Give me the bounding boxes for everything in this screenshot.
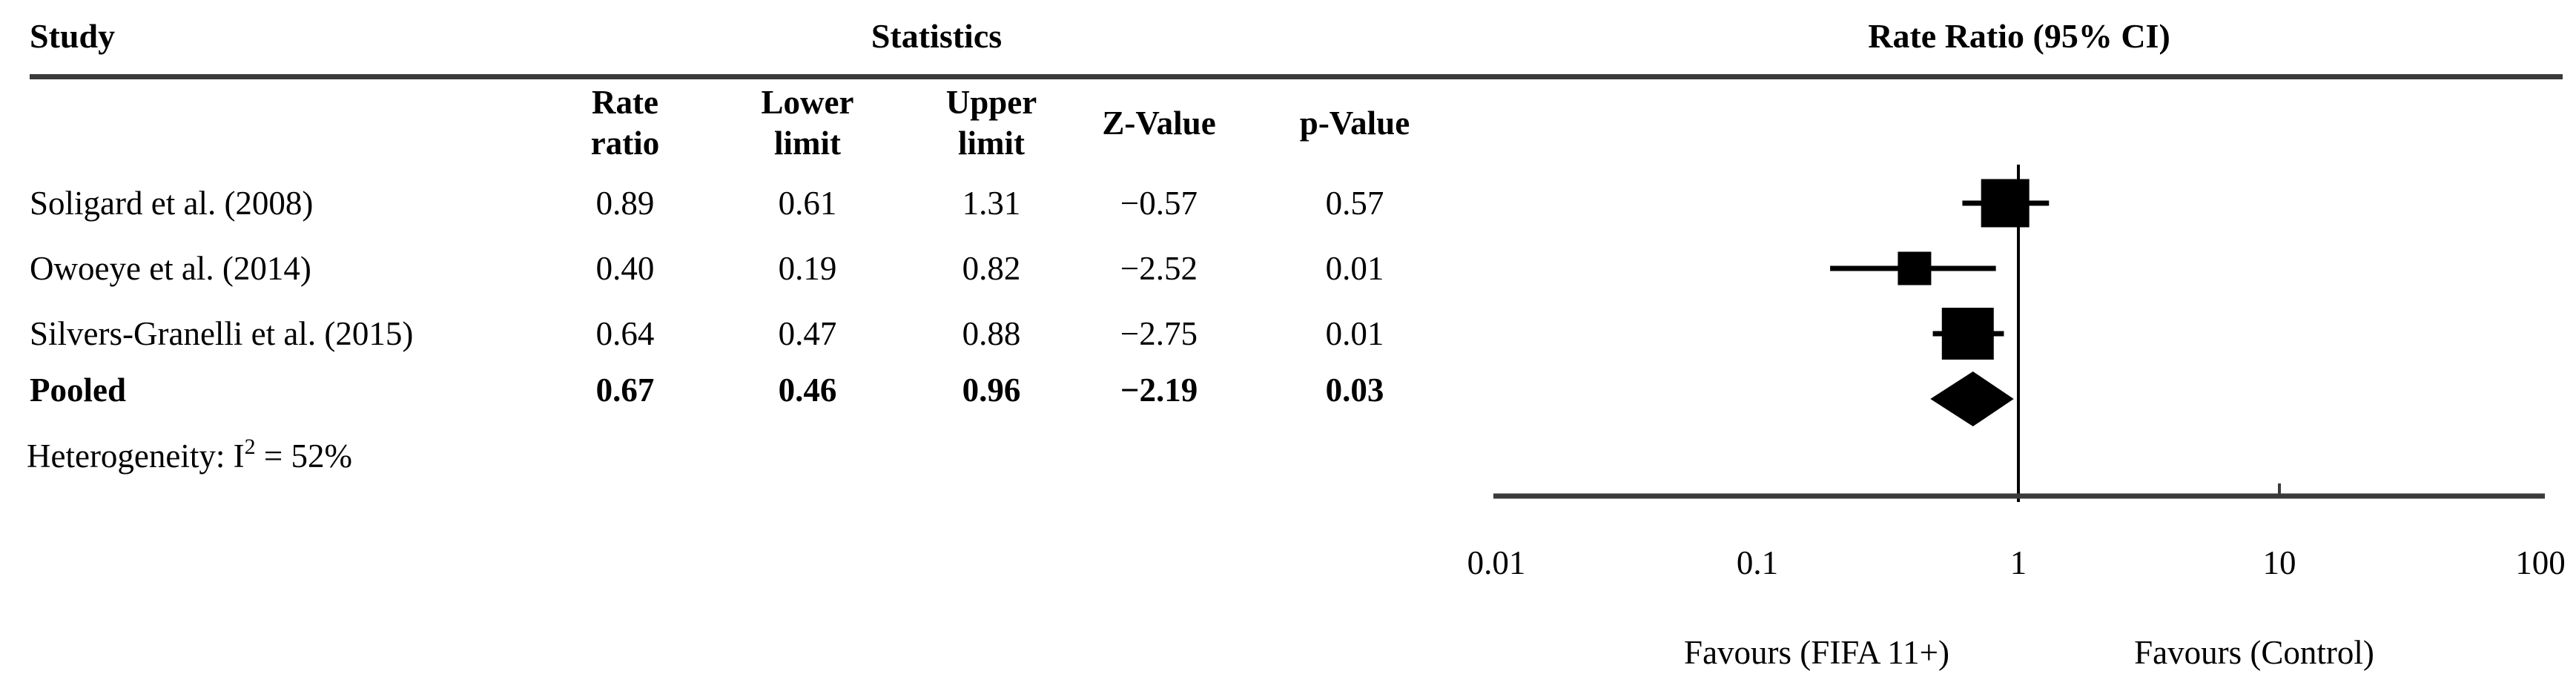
study-label: Soligard et al. (2008)	[30, 185, 314, 222]
heterogeneity-text: Heterogeneity: I	[27, 437, 245, 475]
x-axis-line	[1493, 493, 2545, 499]
column-header-upper: Upper limit	[895, 80, 1088, 166]
pooled-diamond	[1930, 371, 2014, 426]
cell-z: −2.19	[1120, 371, 1198, 409]
cell-p: 0.57	[1325, 185, 1384, 222]
column-header-line2: ratio	[590, 125, 660, 162]
cell-rate_ratio: 0.67	[595, 371, 655, 409]
axis-tick-label-0.1: 0.1	[1736, 544, 1779, 581]
header-divider-rule	[30, 74, 2563, 79]
plot-title: Rate Ratio (95% CI)	[1868, 17, 2170, 55]
cell-rate_ratio: 0.64	[595, 315, 655, 352]
cell-p: 0.03	[1325, 371, 1384, 409]
cell-rate_ratio: 0.89	[595, 185, 655, 222]
cell-p: 0.01	[1325, 250, 1384, 287]
cell-z: −2.75	[1120, 315, 1198, 352]
cell-lower: 0.47	[778, 315, 837, 352]
cell-upper: 1.31	[962, 185, 1021, 222]
axis-tick-label-100: 100	[2515, 544, 2566, 581]
column-header-p: p-Value	[1258, 80, 1451, 166]
column-header-z: Z-Value	[1063, 80, 1255, 166]
axis-tick-10	[2278, 483, 2281, 494]
cell-p: 0.01	[1325, 315, 1384, 352]
study-marker-square	[1898, 251, 1932, 285]
column-header-line2: limit	[774, 125, 841, 162]
cell-lower: 0.19	[778, 250, 837, 287]
axis-tick-label-10: 10	[2262, 544, 2296, 581]
cell-lower: 0.61	[778, 185, 837, 222]
column-header-line1: Rate	[592, 84, 658, 121]
column-header-line1: p-Value	[1299, 104, 1410, 142]
heterogeneity-footnote: Heterogeneity: I2 = 52%	[27, 434, 352, 478]
axis-tick-label-0.01: 0.01	[1467, 544, 1526, 581]
column-header-line1: Z-Value	[1102, 104, 1216, 142]
cell-rate_ratio: 0.40	[595, 250, 655, 287]
cell-lower: 0.46	[778, 371, 837, 409]
favours-right-label: Favours (Control)	[2134, 634, 2374, 671]
study-marker-square	[1981, 179, 2030, 228]
column-header-lower: Lower limit	[711, 80, 904, 166]
column-header-rate_ratio: Rate ratio	[529, 80, 721, 166]
cell-z: −2.52	[1120, 250, 1198, 287]
column-header-line2: limit	[958, 125, 1025, 162]
heterogeneity-value: = 52%	[255, 437, 352, 475]
i-squared-superscript: 2	[244, 435, 256, 459]
study-label: Silvers-Granelli et al. (2015)	[30, 315, 414, 352]
axis-tick-label-1: 1	[2009, 544, 2027, 581]
study-label: Owoeye et al. (2014)	[30, 250, 311, 287]
cell-upper: 0.88	[962, 315, 1021, 352]
statistics-group-header: Statistics	[871, 17, 1003, 55]
reference-line-rr1	[2017, 165, 2020, 502]
study-column-header: Study	[30, 17, 116, 55]
cell-upper: 0.82	[962, 250, 1021, 287]
study-marker-square	[1941, 308, 1994, 360]
column-header-line1: Upper	[945, 84, 1037, 121]
cell-z: −0.57	[1120, 185, 1198, 222]
column-header-line1: Lower	[761, 84, 854, 121]
study-label: Pooled	[30, 371, 126, 409]
cell-upper: 0.96	[962, 371, 1021, 409]
favours-left-label: Favours (FIFA 11+)	[1684, 634, 1949, 671]
